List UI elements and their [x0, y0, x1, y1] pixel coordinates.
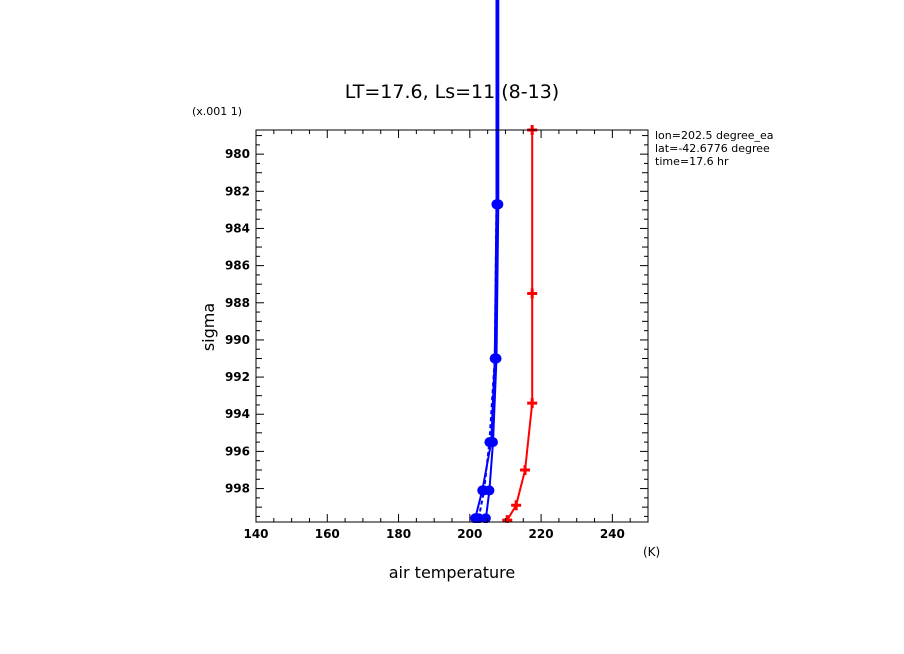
- x-tick-label: 220: [529, 527, 554, 541]
- series-1-point-0: [480, 513, 491, 523]
- y-tick-label: 992: [225, 370, 250, 384]
- series-0-point-4: [527, 288, 538, 299]
- y-tick-label: 984: [225, 221, 250, 235]
- series-3-point-0: [470, 513, 481, 523]
- x-tick-label: 240: [600, 527, 625, 541]
- y-tick-label: 994: [225, 407, 250, 421]
- x-axis-label: air temperature: [389, 563, 515, 582]
- y-tick-label: 988: [225, 296, 250, 310]
- y-scale-note: (x.001 1): [192, 105, 242, 118]
- info-line-lat: lat=-42.6776 degree: [655, 142, 770, 155]
- series-0-point-1: [511, 500, 522, 511]
- series-0-point-0: [502, 515, 513, 523]
- series-3: [470, 0, 502, 523]
- x-tick-label: 160: [315, 527, 340, 541]
- y-tick-label: 982: [225, 184, 250, 198]
- series-3-point-2: [486, 437, 497, 448]
- info-line-time: time=17.6 hr: [655, 155, 729, 168]
- x-unit-label: (K): [643, 545, 660, 559]
- chart-title: LT=17.6, Ls=11 (8-13): [345, 81, 559, 103]
- info-box: lon=202.5 degree_ea lat=-42.6776 degree …: [655, 129, 774, 168]
- x-tick-label: 200: [457, 527, 482, 541]
- series-3-point-1: [477, 485, 488, 496]
- series-0: [502, 125, 538, 523]
- series-0-point-2: [520, 464, 531, 475]
- series-layer: [470, 0, 538, 523]
- y-tick-label: 986: [225, 259, 250, 273]
- y-tick-label: 990: [225, 333, 250, 347]
- axes-layer: 140 160 180 200 220 240 980 982 984 986 988 990 992 9…: [225, 129, 649, 541]
- x-tick-label: 180: [386, 527, 411, 541]
- y-tick-label: 998: [225, 482, 250, 496]
- y-axis-label: sigma: [199, 303, 218, 351]
- y-tick-label: 996: [225, 444, 250, 458]
- info-line-lon: lon=202.5 degree_ea: [655, 129, 774, 142]
- series-3-point-4: [491, 199, 502, 210]
- series-0-point-3: [527, 398, 538, 409]
- plot-frame: [255, 129, 649, 523]
- series-3-point-3: [489, 353, 500, 364]
- y-tick-label: 980: [225, 147, 250, 161]
- series-0-line: [506, 130, 534, 521]
- x-tick-label: 140: [243, 527, 268, 541]
